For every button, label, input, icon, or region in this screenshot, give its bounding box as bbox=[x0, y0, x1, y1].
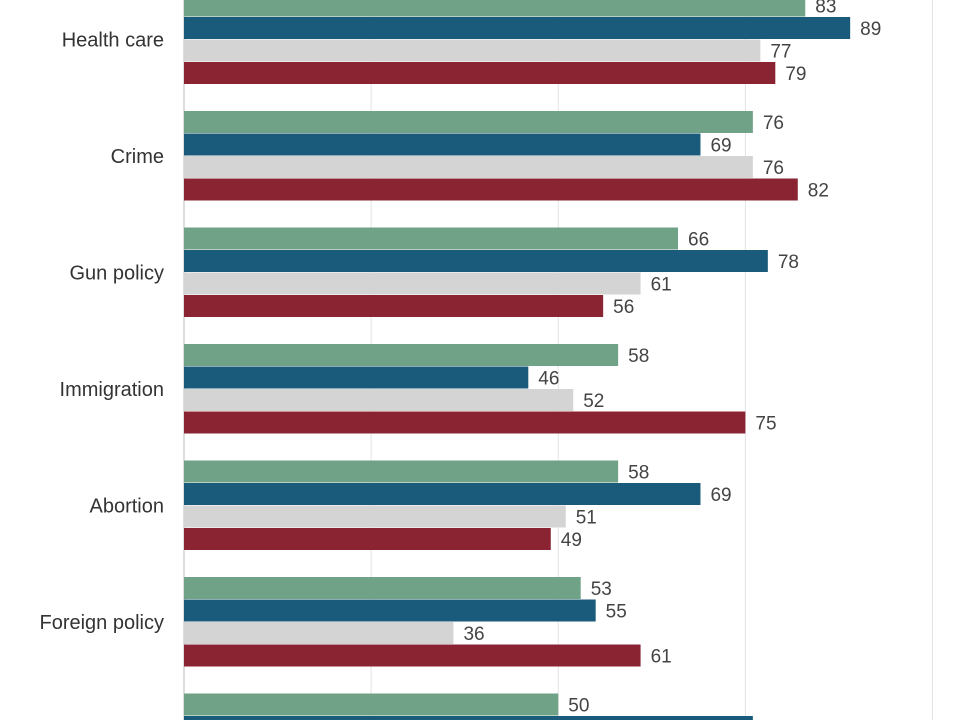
bar bbox=[184, 505, 566, 528]
bar bbox=[184, 693, 559, 716]
value-label: 89 bbox=[860, 19, 881, 40]
value-label: 69 bbox=[710, 485, 731, 506]
bar bbox=[184, 62, 776, 84]
value-label: 76 bbox=[763, 158, 784, 179]
bar bbox=[184, 411, 746, 434]
bar bbox=[184, 483, 701, 505]
bar bbox=[184, 577, 581, 599]
value-label: 46 bbox=[538, 369, 559, 390]
category-label: Foreign policy bbox=[39, 612, 164, 634]
bars bbox=[184, 0, 851, 720]
bar bbox=[184, 272, 641, 295]
value-label: 36 bbox=[463, 624, 484, 645]
category-label: Crime bbox=[111, 146, 164, 168]
bar bbox=[184, 295, 604, 317]
value-label: 83 bbox=[815, 0, 836, 18]
category-label: Health care bbox=[62, 30, 164, 52]
value-label: 79 bbox=[785, 64, 806, 85]
value-label: 58 bbox=[628, 346, 649, 367]
bar bbox=[184, 0, 806, 17]
bar bbox=[184, 227, 679, 250]
bar bbox=[184, 716, 753, 720]
bar bbox=[184, 250, 768, 272]
value-label: 82 bbox=[808, 181, 829, 202]
category-label: Abortion bbox=[90, 496, 165, 518]
bar bbox=[184, 644, 641, 667]
value-label: 78 bbox=[778, 252, 799, 273]
value-label: 76 bbox=[763, 718, 784, 720]
value-label: 66 bbox=[688, 230, 709, 251]
category-label: Immigration bbox=[60, 379, 164, 401]
value-label: 56 bbox=[613, 297, 634, 318]
bar bbox=[184, 460, 619, 483]
bar bbox=[184, 599, 596, 622]
category-label: Gun policy bbox=[70, 263, 165, 285]
value-label: 69 bbox=[710, 136, 731, 157]
bar bbox=[184, 178, 798, 201]
value-label: 58 bbox=[628, 463, 649, 484]
bar bbox=[184, 17, 851, 39]
bar bbox=[184, 111, 753, 133]
bar bbox=[184, 389, 574, 411]
value-label: 55 bbox=[606, 602, 627, 623]
value-label: 49 bbox=[561, 530, 582, 551]
bar bbox=[184, 622, 454, 644]
value-label: 76 bbox=[763, 113, 784, 134]
bar bbox=[184, 39, 761, 62]
bar bbox=[184, 133, 701, 156]
value-label: 51 bbox=[576, 508, 597, 529]
value-label: 50 bbox=[568, 696, 589, 717]
value-label: 75 bbox=[755, 414, 776, 435]
value-label: 53 bbox=[591, 579, 612, 600]
value-label: 61 bbox=[651, 647, 672, 668]
bar bbox=[184, 366, 529, 389]
bar bbox=[184, 156, 753, 178]
value-label: 61 bbox=[651, 275, 672, 296]
bar bbox=[184, 528, 551, 550]
bar bbox=[184, 344, 619, 366]
value-label: 52 bbox=[583, 391, 604, 412]
value-label: 77 bbox=[770, 42, 791, 63]
